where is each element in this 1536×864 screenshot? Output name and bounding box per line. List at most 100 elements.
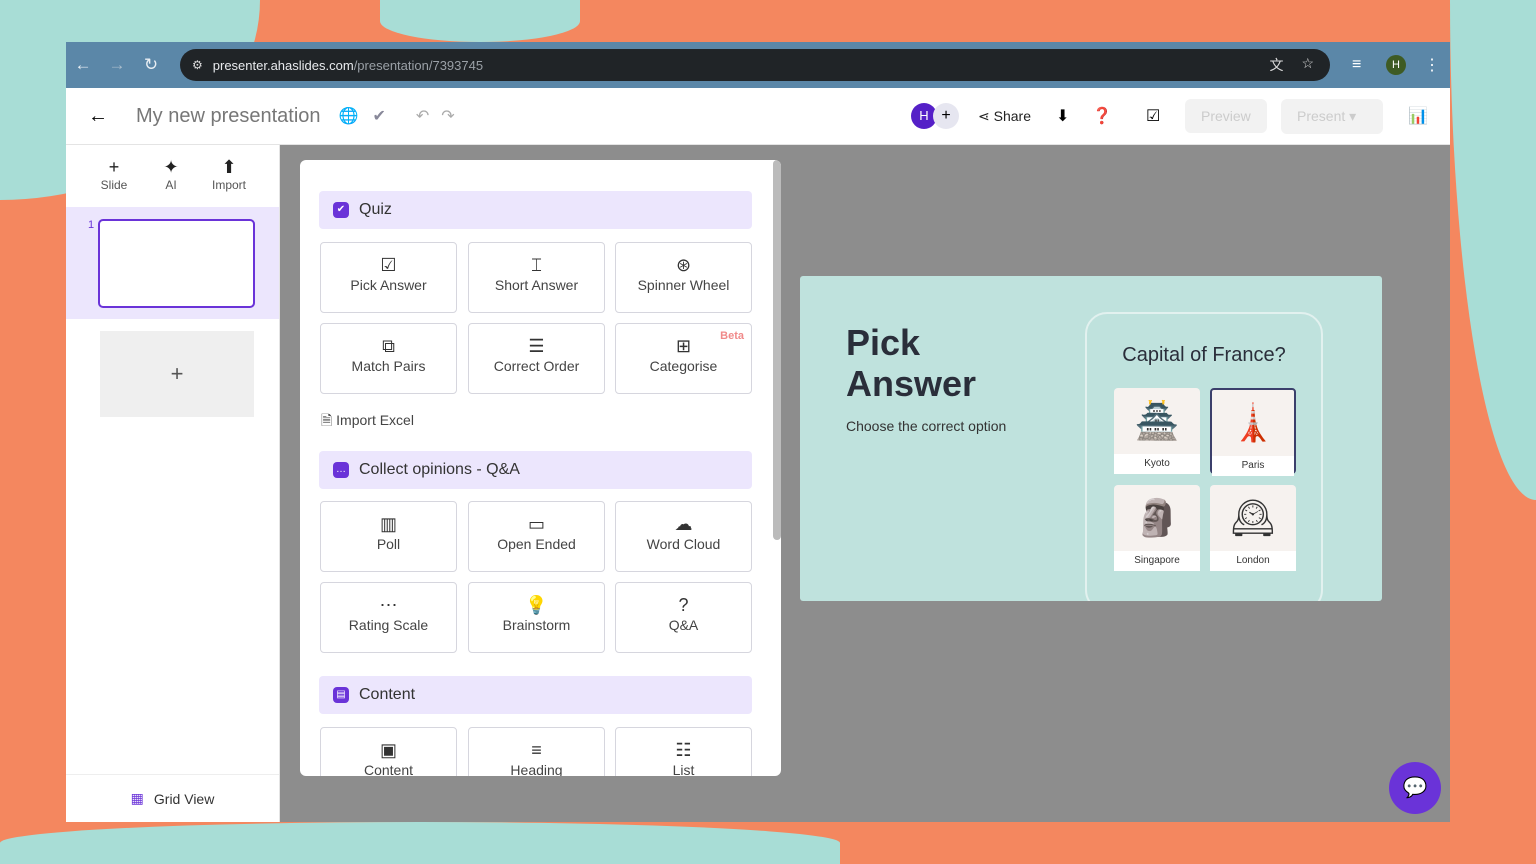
preview-question: Capital of France? <box>1122 344 1286 366</box>
media-icon[interactable]: ≡ <box>1352 56 1362 73</box>
back-icon[interactable]: ← <box>74 55 92 74</box>
categorise-icon: ⊞ <box>675 336 692 356</box>
answer-option-london: 🕰 London <box>1210 485 1296 571</box>
download-icon[interactable]: ⬇ <box>1056 108 1070 125</box>
slide-type-short-answer[interactable]: ⌶ Short Answer <box>468 242 605 313</box>
card-label: Correct Order <box>493 358 580 374</box>
preview-title: Pick Answer <box>846 322 977 404</box>
section-quiz: ✔ Quiz <box>319 191 752 229</box>
help-icon[interactable]: ❓ <box>1092 108 1112 125</box>
panel-scrollbar[interactable] <box>773 160 781 540</box>
results-icon[interactable]: 📊 <box>1408 108 1428 125</box>
short-answer-icon: ⌶ <box>531 255 542 275</box>
slide-sidebar: + Slide ✦ AI ⬆ Import 1 + ▦ Grid View <box>66 145 280 822</box>
add-slide-placeholder[interactable]: + <box>100 331 254 417</box>
slide-type-heading[interactable]: ≡ Heading <box>468 727 605 776</box>
import-file-icon: ⬆ <box>221 157 237 177</box>
slide-type-brainstorm[interactable]: 💡 Brainstorm <box>468 582 605 653</box>
grid-view-button[interactable]: ▦ Grid View <box>66 774 279 822</box>
content-icon: ▣ <box>379 740 397 760</box>
address-bar[interactable]: ⚙ presenter.ahaslides.com/presentation/7… <box>180 49 1330 81</box>
slide-type-panel: ✔ Quiz 🗎 Import Excel … Collect opinions -… <box>300 160 781 776</box>
card-label: Poll <box>376 536 401 552</box>
translate-icon[interactable]: 文 <box>1269 57 1284 73</box>
browser-window: ← → ↻ ⚙ presenter.ahaslides.com/presenta… <box>66 42 1450 822</box>
card-label: Rating Scale <box>348 617 429 633</box>
paris-landmark-icon: 🗼 <box>1230 402 1276 443</box>
card-label: Categorise <box>649 358 718 374</box>
slide-type-list[interactable]: ☷ List <box>615 727 752 776</box>
rating-scale-icon: ⋯ <box>379 595 398 615</box>
sparkle-icon: ✦ <box>163 157 179 177</box>
slide-number: 1 <box>88 219 95 231</box>
present-button[interactable]: Present ▾ <box>1281 98 1383 134</box>
app-header: ← My new presentation 🌐 ✔ ↶ ↷ H + ⋖ Shar… <box>66 88 1450 145</box>
slide-type-pick-answer[interactable]: ☑ Pick Answer <box>320 242 457 313</box>
match-pairs-icon: ⧉ <box>382 336 395 356</box>
excel-file-icon: 🗎 <box>321 412 333 428</box>
spinner-wheel-icon: ⊛ <box>675 255 692 275</box>
q-a-icon: ? <box>678 595 689 615</box>
beta-badge: Beta <box>720 330 744 342</box>
forward-icon[interactable]: → <box>108 55 126 74</box>
slide-thumbnail[interactable] <box>98 219 255 308</box>
poll-icon: ▥ <box>379 514 397 534</box>
phone-mockup: Capital of France? 🏯 Kyoto 🗼 Paris 🗿 Singapor… <box>1085 312 1323 601</box>
slide-type-correct-order[interactable]: ☰ Correct Order <box>468 323 605 394</box>
preview-subtitle: Choose the correct option <box>846 418 1007 434</box>
import-button[interactable]: ⬆ Import <box>204 157 254 192</box>
section-collect-opinions: … Collect opinions - Q&A <box>319 451 752 489</box>
bg-blob <box>380 0 580 42</box>
card-label: Open Ended <box>497 536 576 552</box>
slide-type-spinner-wheel[interactable]: ⊛ Spinner Wheel <box>615 242 752 313</box>
preview-button[interactable]: Preview <box>1185 99 1267 133</box>
answer-option-paris: 🗼 Paris <box>1210 388 1296 476</box>
card-label: Short Answer <box>494 277 579 293</box>
url-path: /presentation/7393745 <box>353 57 484 73</box>
chat-support-button[interactable]: 💬 <box>1389 762 1441 814</box>
plus-icon: + <box>108 157 120 177</box>
pick-answer-icon: ☑ <box>380 255 397 275</box>
slide-type-open-ended[interactable]: ▭ Open Ended <box>468 501 605 572</box>
import-excel-link[interactable]: 🗎 Import Excel <box>321 412 414 428</box>
card-label: List <box>672 762 695 776</box>
card-label: Spinner Wheel <box>637 277 730 293</box>
singapore-landmark-icon: 🗿 <box>1134 497 1180 538</box>
back-arrow-icon[interactable]: ← <box>88 104 108 127</box>
slide-type-word-cloud[interactable]: ☁ Word Cloud <box>615 501 752 572</box>
card-label: Match Pairs <box>351 358 426 374</box>
share-button[interactable]: ⋖ Share <box>978 107 1031 124</box>
slide-type-rating-scale[interactable]: ⋯ Rating Scale <box>320 582 457 653</box>
slide-type-content[interactable]: ▣ Content <box>320 727 457 776</box>
slide-type-categorise[interactable]: ⊞ Categorise Beta <box>615 323 752 394</box>
list-icon: ☷ <box>675 740 692 760</box>
ai-button[interactable]: ✦ AI <box>146 157 196 192</box>
bookmark-star-icon[interactable]: ☆ <box>1301 55 1314 71</box>
menu-icon[interactable]: ⋮ <box>1424 57 1440 74</box>
london-landmark-icon: 🕰 <box>1230 497 1276 538</box>
presentation-title[interactable]: My new presentation <box>136 104 321 127</box>
answer-option-singapore: 🗿 Singapore <box>1114 485 1200 571</box>
correct-order-icon: ☰ <box>528 336 545 356</box>
slide-row-selected[interactable]: 1 <box>66 207 279 319</box>
collaborator-avatar[interactable]: H <box>911 103 937 129</box>
add-collaborator-icon[interactable]: + <box>933 103 959 129</box>
card-label: Content <box>363 762 414 776</box>
quiz-check-icon: ✔ <box>333 202 349 218</box>
editor-canvas: ✔ Quiz 🗎 Import Excel … Collect opinions -… <box>280 145 1450 822</box>
profile-avatar[interactable]: H <box>1386 55 1406 75</box>
option-label: Paris <box>1212 456 1294 476</box>
undo-icon[interactable]: ↶ <box>415 108 430 125</box>
slide-type-q-a[interactable]: ? Q&A <box>615 582 752 653</box>
redo-icon[interactable]: ↷ <box>441 108 455 125</box>
site-settings-icon[interactable]: ⚙ <box>192 58 203 72</box>
responses-icon[interactable]: ☑ <box>1146 108 1161 125</box>
reload-icon[interactable]: ↻ <box>143 55 159 74</box>
option-label: Kyoto <box>1114 454 1200 474</box>
slide-type-poll[interactable]: ▥ Poll <box>320 501 457 572</box>
kyoto-landmark-icon: 🏯 <box>1134 400 1180 441</box>
globe-icon[interactable]: 🌐 <box>338 108 359 125</box>
chat-icon: … <box>333 462 349 478</box>
slide-type-match-pairs[interactable]: ⧉ Match Pairs <box>320 323 457 394</box>
add-slide-button[interactable]: + Slide <box>89 157 139 192</box>
